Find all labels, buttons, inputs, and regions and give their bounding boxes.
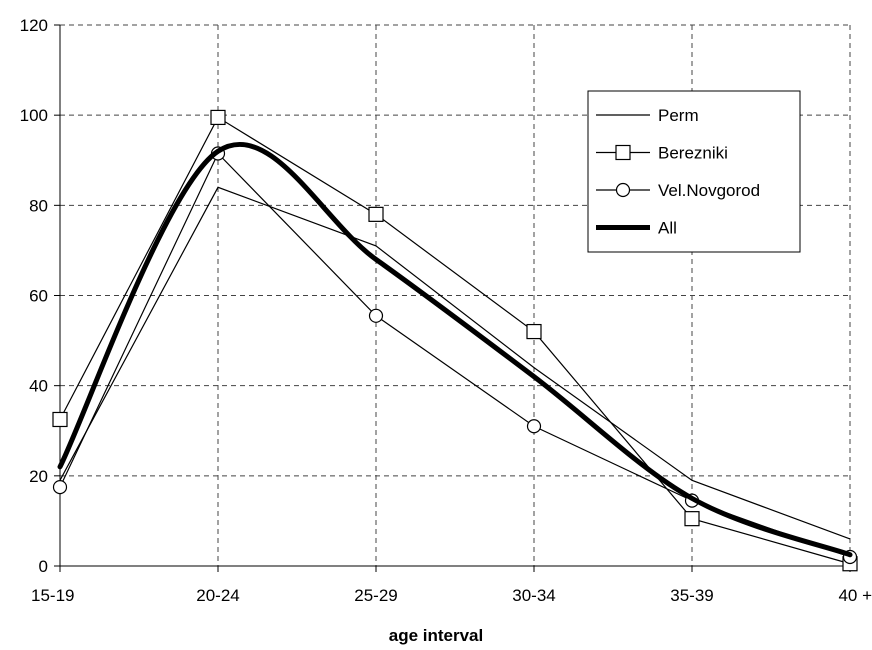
legend: Perm Berezniki Vel.Novgorod All xyxy=(587,90,801,253)
y-tick-label: 40 xyxy=(29,377,48,396)
data-point xyxy=(526,419,542,434)
data-point xyxy=(52,411,68,428)
data-point xyxy=(526,323,542,340)
series-line xyxy=(59,186,851,540)
x-tick-label: 25-29 xyxy=(354,586,397,605)
series-line xyxy=(57,141,853,558)
series-line xyxy=(59,116,851,565)
legend-marker xyxy=(615,144,631,161)
x-axis-label: age interval xyxy=(389,626,484,645)
y-tick-label: 0 xyxy=(39,557,48,576)
series xyxy=(52,109,858,572)
x-tick-label: 15-19 xyxy=(31,586,74,605)
legend-entry: Berezniki xyxy=(596,144,728,163)
y-tick-label: 120 xyxy=(20,16,48,35)
y-tick-labels: 0 20 40 60 80 100 120 xyxy=(20,16,48,576)
series-all xyxy=(57,141,853,558)
x-tick-label: 20-24 xyxy=(196,586,239,605)
y-tick-label: 60 xyxy=(29,287,48,306)
data-point xyxy=(684,511,700,527)
x-tick-label: 40 + xyxy=(838,586,872,605)
x-tick-label: 35-39 xyxy=(670,586,713,605)
legend-entry: Vel.Novgorod xyxy=(596,181,760,200)
legend-marker xyxy=(615,182,631,198)
legend-label: Berezniki xyxy=(658,144,728,163)
legend-label: Perm xyxy=(658,106,699,125)
y-tick-label: 20 xyxy=(29,467,48,486)
series-berezniki xyxy=(52,109,858,572)
legend-entry: All xyxy=(596,219,677,238)
data-point xyxy=(368,206,384,222)
y-tick-label: 80 xyxy=(29,196,48,215)
legend-entry: Perm xyxy=(596,106,699,125)
y-tick-label: 100 xyxy=(20,106,48,125)
series-perm xyxy=(59,186,851,540)
axes xyxy=(54,24,851,572)
data-point xyxy=(368,308,384,323)
legend-label: All xyxy=(658,219,677,238)
data-point xyxy=(210,109,226,126)
legend-label: Vel.Novgorod xyxy=(658,181,760,200)
x-tick-labels: 15-19 20-24 25-29 30-34 35-39 40 + xyxy=(31,586,872,605)
x-tick-label: 30-34 xyxy=(512,586,555,605)
data-point xyxy=(52,480,68,495)
